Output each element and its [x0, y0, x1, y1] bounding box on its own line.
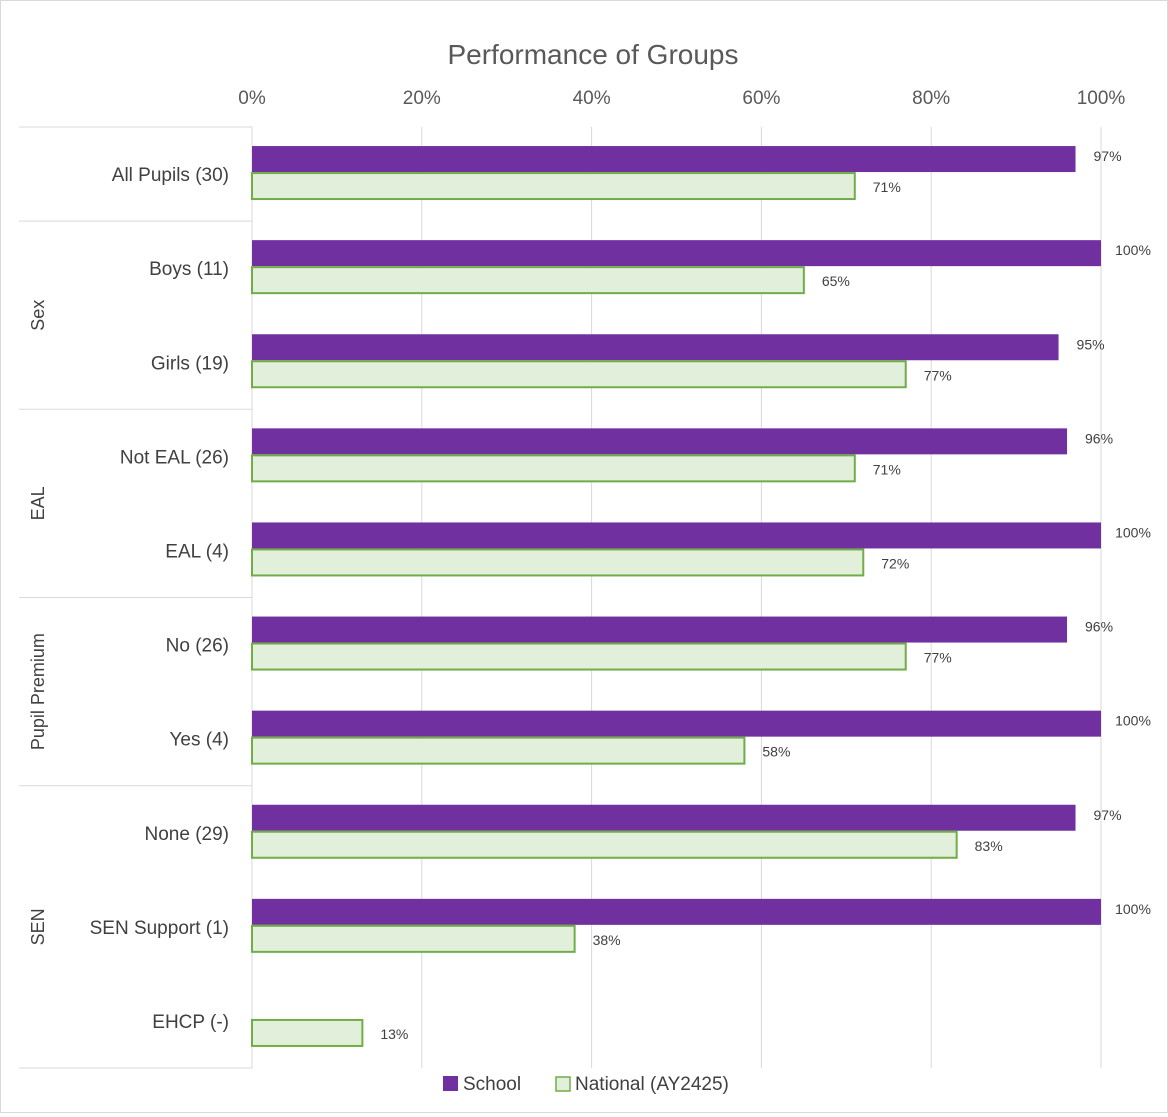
national-data-label: 77%	[924, 367, 952, 383]
school-bar	[252, 616, 1068, 643]
school-bar	[252, 334, 1059, 361]
school-bar	[252, 146, 1076, 173]
national-bar	[251, 454, 856, 483]
national-bar	[251, 266, 805, 295]
school-data-label: 100%	[1115, 242, 1151, 258]
group-label: SEN	[28, 908, 48, 945]
school-bar	[252, 898, 1101, 925]
group-label: Pupil Premium	[28, 633, 48, 750]
national-data-label: 72%	[881, 555, 909, 571]
national-data-label: 13%	[380, 1026, 408, 1042]
national-data-label: 77%	[924, 650, 952, 666]
school-data-label: 97%	[1094, 807, 1122, 823]
group-label: Sex	[28, 300, 48, 331]
national-bar	[251, 736, 746, 765]
category-label: Yes (4)	[170, 730, 230, 751]
group-label: EAL	[28, 486, 48, 520]
x-tick-label: 60%	[742, 88, 780, 109]
category-label: All Pupils (30)	[112, 165, 229, 186]
school-data-label: 97%	[1094, 148, 1122, 164]
category-label: None (29)	[145, 824, 230, 845]
legend-label-national: National (AY2425)	[575, 1074, 729, 1095]
x-tick-label: 80%	[912, 88, 950, 109]
x-tick-label: 20%	[403, 88, 441, 109]
national-bar	[251, 1018, 364, 1047]
national-bar	[251, 924, 576, 953]
category-label: SEN Support (1)	[90, 918, 229, 939]
school-data-label: 96%	[1085, 619, 1113, 635]
national-bar	[251, 548, 865, 577]
national-data-label: 71%	[873, 461, 901, 477]
legend: School National (AY2425)	[443, 1074, 729, 1095]
school-data-label: 100%	[1115, 901, 1151, 917]
bars	[251, 146, 1101, 1047]
national-bar	[251, 830, 958, 859]
category-axis: Sex EAL Pupil Premium SEN All Pupils (30) Boy…	[19, 126, 253, 1069]
national-data-label: 58%	[762, 744, 790, 760]
school-data-label: 95%	[1077, 336, 1105, 352]
national-data-label: 71%	[873, 179, 901, 195]
category-label: Boys (11)	[149, 259, 229, 280]
legend-swatch-school	[443, 1076, 458, 1091]
school-data-label: 100%	[1115, 713, 1151, 729]
national-bar	[251, 642, 907, 671]
school-bar	[252, 710, 1101, 737]
x-tick-label: 40%	[573, 88, 611, 109]
school-bar	[252, 240, 1101, 267]
x-tick-label: 100%	[1077, 88, 1126, 109]
category-label: No (26)	[166, 636, 229, 657]
national-bar	[251, 172, 856, 201]
school-bar	[252, 522, 1101, 549]
school-data-label: 96%	[1085, 430, 1113, 446]
category-label: EAL (4)	[165, 541, 229, 562]
school-bar	[252, 428, 1068, 455]
category-label: Not EAL (26)	[120, 447, 229, 468]
x-axis-ticks: 0% 20% 40% 60% 80% 100%	[238, 88, 1125, 109]
school-bar	[252, 804, 1076, 831]
national-data-label: 83%	[975, 838, 1003, 854]
category-label: EHCP (-)	[152, 1012, 229, 1033]
national-data-label: 38%	[593, 932, 621, 948]
data-labels: 97% 71% 100% 65% 95% 77% 96% 71% 100% 72% 96% 77% 10…	[380, 148, 1151, 1042]
x-tick-label: 0%	[238, 88, 266, 109]
chart-title: Performance of Groups	[447, 39, 738, 70]
legend-swatch-national	[555, 1076, 571, 1092]
category-label: Girls (19)	[151, 353, 229, 374]
legend-label-school: School	[463, 1074, 521, 1095]
school-data-label: 100%	[1115, 524, 1151, 540]
national-bar	[251, 360, 907, 389]
national-data-label: 65%	[822, 273, 850, 289]
